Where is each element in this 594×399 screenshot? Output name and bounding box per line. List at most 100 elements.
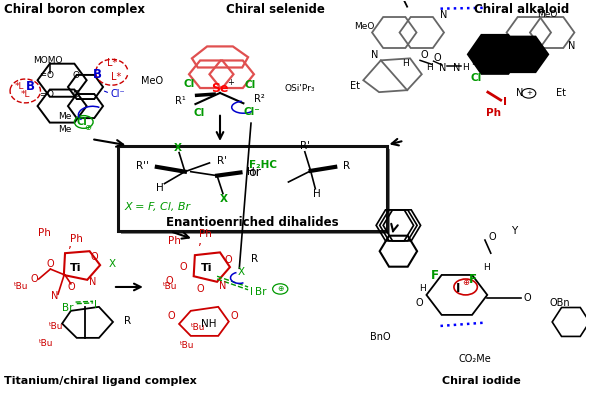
Text: N: N bbox=[453, 63, 460, 73]
Text: O: O bbox=[197, 284, 204, 294]
Text: I: I bbox=[249, 287, 252, 297]
Text: MeO: MeO bbox=[141, 76, 163, 86]
Text: Me: Me bbox=[58, 124, 71, 134]
Text: Ph: Ph bbox=[37, 228, 50, 238]
Text: O: O bbox=[434, 53, 441, 63]
Text: O: O bbox=[67, 282, 75, 292]
Text: Chiral iodide: Chiral iodide bbox=[443, 376, 521, 387]
Bar bbox=[118, 146, 387, 231]
Text: X: X bbox=[220, 194, 228, 204]
Text: BnO: BnO bbox=[370, 332, 391, 342]
Text: ,: , bbox=[198, 235, 201, 248]
Text: MOMO: MOMO bbox=[33, 56, 62, 65]
Text: R: R bbox=[343, 161, 350, 171]
Text: B: B bbox=[93, 68, 102, 81]
Text: I: I bbox=[94, 300, 97, 310]
Text: H: H bbox=[403, 59, 409, 67]
Text: Cl: Cl bbox=[245, 80, 256, 90]
Text: N: N bbox=[219, 281, 227, 291]
Text: N: N bbox=[568, 41, 576, 51]
Text: L*: L* bbox=[107, 58, 117, 68]
Text: X: X bbox=[108, 259, 115, 269]
Text: Et: Et bbox=[350, 81, 360, 91]
Text: O: O bbox=[231, 311, 238, 321]
Text: OBn: OBn bbox=[549, 298, 570, 308]
Text: ᵗBu: ᵗBu bbox=[163, 282, 178, 292]
Text: ᵗBu: ᵗBu bbox=[179, 341, 194, 350]
Text: ⊕: ⊕ bbox=[462, 278, 469, 287]
Text: Ti: Ti bbox=[201, 263, 212, 273]
Text: O: O bbox=[165, 276, 173, 286]
Text: H: H bbox=[419, 284, 426, 293]
Text: +: + bbox=[227, 78, 234, 87]
Text: Chiral boron complex: Chiral boron complex bbox=[4, 3, 144, 16]
Text: Br: Br bbox=[62, 303, 74, 313]
Text: Ti: Ti bbox=[70, 263, 81, 273]
Text: +: + bbox=[526, 90, 532, 96]
Text: N: N bbox=[516, 88, 523, 98]
Text: O: O bbox=[488, 232, 496, 242]
Text: Cl: Cl bbox=[76, 117, 87, 127]
Text: Cl: Cl bbox=[470, 73, 482, 83]
Text: Me: Me bbox=[58, 111, 71, 120]
Text: ᵗBu: ᵗBu bbox=[191, 324, 206, 332]
Text: MeO: MeO bbox=[538, 10, 558, 19]
Text: Ph: Ph bbox=[486, 108, 501, 118]
Text: O: O bbox=[47, 71, 54, 79]
Text: Cl⁻: Cl⁻ bbox=[244, 107, 261, 117]
Text: R¹: R¹ bbox=[175, 96, 186, 106]
Text: O: O bbox=[225, 255, 233, 265]
Text: O: O bbox=[46, 259, 54, 269]
Text: X: X bbox=[238, 267, 245, 277]
Text: H: H bbox=[156, 183, 164, 193]
Text: Chiral selenide: Chiral selenide bbox=[226, 3, 325, 16]
Text: F: F bbox=[431, 269, 438, 282]
Text: N: N bbox=[51, 291, 58, 301]
Text: F₂HC: F₂HC bbox=[249, 160, 277, 170]
Text: N: N bbox=[90, 277, 97, 287]
Text: H: H bbox=[312, 189, 320, 199]
Text: *L: *L bbox=[15, 83, 24, 91]
Text: Chiral alkaloid: Chiral alkaloid bbox=[475, 3, 570, 16]
Text: I: I bbox=[503, 97, 507, 107]
Text: ᵗBu: ᵗBu bbox=[49, 322, 64, 331]
Text: F: F bbox=[469, 273, 477, 286]
Text: H: H bbox=[483, 263, 489, 272]
Text: ,: , bbox=[68, 237, 72, 251]
Text: N: N bbox=[440, 10, 448, 20]
Text: R': R' bbox=[300, 141, 310, 151]
Text: O: O bbox=[31, 274, 39, 284]
Polygon shape bbox=[469, 36, 521, 73]
Text: H: H bbox=[426, 63, 433, 71]
Text: =: = bbox=[39, 90, 46, 99]
Text: Y: Y bbox=[511, 225, 517, 235]
Text: Cl: Cl bbox=[194, 108, 205, 118]
Text: Ph: Ph bbox=[168, 236, 181, 246]
Text: O: O bbox=[179, 262, 187, 272]
Text: N: N bbox=[438, 63, 446, 73]
Text: X = F, Cl, Br: X = F, Cl, Br bbox=[125, 202, 191, 212]
Text: Enantioenriched dihalides: Enantioenriched dihalides bbox=[166, 216, 339, 229]
Text: B: B bbox=[26, 81, 34, 93]
Text: X: X bbox=[174, 143, 182, 153]
Text: O: O bbox=[72, 90, 79, 99]
Text: R'': R'' bbox=[136, 161, 148, 171]
Text: O: O bbox=[421, 50, 428, 60]
Text: Et: Et bbox=[556, 88, 566, 98]
Text: O: O bbox=[523, 293, 531, 303]
Text: Titanium/chiral ligand complex: Titanium/chiral ligand complex bbox=[4, 376, 197, 387]
Text: Ph: Ph bbox=[70, 234, 83, 244]
Text: *L: *L bbox=[21, 91, 30, 99]
Text: =: = bbox=[39, 71, 46, 79]
Text: NH: NH bbox=[201, 319, 216, 329]
Text: O: O bbox=[415, 298, 423, 308]
Text: R²: R² bbox=[254, 94, 265, 104]
Text: MeO: MeO bbox=[355, 22, 375, 31]
Text: OSi'Pr₃: OSi'Pr₃ bbox=[285, 85, 315, 93]
Polygon shape bbox=[498, 37, 548, 71]
Text: R: R bbox=[251, 254, 258, 264]
Text: or: or bbox=[249, 166, 261, 180]
Text: N: N bbox=[371, 50, 378, 60]
Text: R': R' bbox=[217, 156, 227, 166]
Text: L*: L* bbox=[111, 73, 122, 83]
